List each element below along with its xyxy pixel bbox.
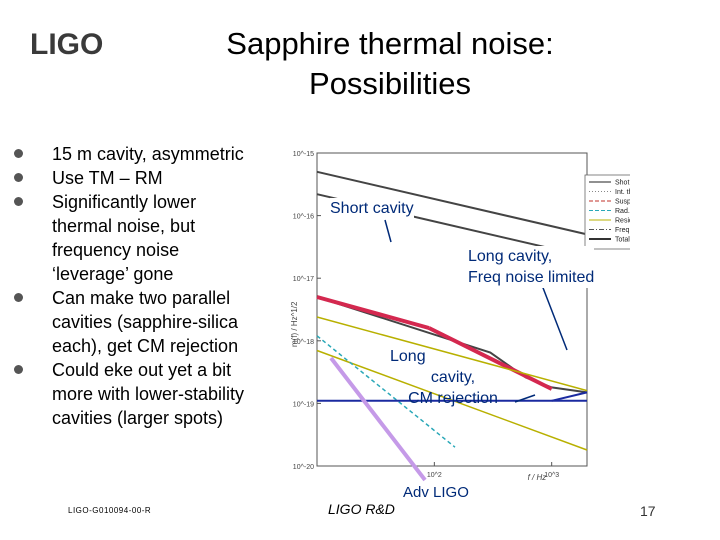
legend-label: Int. thermal <box>615 189 630 196</box>
annotation-line: CM rejection <box>408 390 498 407</box>
annotation-line: Long cavity, <box>468 248 553 265</box>
title-line-1: Sapphire thermal noise: <box>226 26 554 61</box>
pointer-adv-ligo <box>329 356 427 482</box>
series-line <box>428 326 553 391</box>
bullet-list: 15 m cavity, asymmetric Use TM – RM Signif… <box>12 142 282 430</box>
y-tick-label: 10^-18 <box>293 339 314 346</box>
legend-box <box>584 174 630 250</box>
y-tick-label: 10^-15 <box>293 151 314 158</box>
bullet-item: Could eke out yet a bit more with lower-s… <box>12 358 282 430</box>
title-line-2: Possibilities <box>309 66 471 101</box>
legend-label: Residual Gas <box>615 218 630 225</box>
bullet-dot-icon <box>14 173 23 182</box>
legend-label: Freq.7.2e-4 10Hz <box>615 227 630 234</box>
y-tick-label: 10^-17 <box>293 276 314 283</box>
bullet-text-line: cavities (larger spots) <box>52 408 224 428</box>
bullet-dot-icon <box>14 365 23 374</box>
pointer-long-cavity-cm <box>514 394 536 403</box>
bullet-dot-icon <box>14 149 23 158</box>
bullet-item: Use TM – RM <box>12 166 282 190</box>
legend-label: Shot noise <box>615 180 630 187</box>
footer-center: LIGO R&D <box>328 501 395 517</box>
pointer-short-cavity <box>384 219 392 243</box>
bullet-dot-icon <box>14 293 23 302</box>
bullet-text-line: more with lower-stability <box>52 384 245 404</box>
y-tick-label: 10^-16 <box>293 214 314 221</box>
svg-text:LIGO: LIGO <box>30 28 103 60</box>
annotation-line: cavity, <box>430 369 476 386</box>
document-id: LIGO-G010094-00-R <box>68 506 152 515</box>
bullet-text-line: Significantly lower <box>52 192 197 212</box>
bullet-text-line: thermal noise, but <box>52 216 196 236</box>
y-tick-label: 10^-20 <box>293 464 314 471</box>
y-axis-label: m(f) / Hz^1/2 <box>290 301 299 347</box>
annotation-short-cavity: Short cavity <box>330 198 414 219</box>
bullet-text-line: each), get CM rejection <box>52 336 239 356</box>
series-line <box>316 170 588 236</box>
x-axis-label: f / Hz <box>528 473 547 482</box>
y-tick-label: 10^-19 <box>293 401 314 408</box>
noise-spectrum-chart: 10^-15 10^-16 10^-17 10^-18 10^-19 10^-20 10^2… <box>290 151 630 482</box>
page-number: 17 <box>640 503 656 519</box>
x-tick-label: 10^2 <box>427 472 442 479</box>
bullet-text-line: Can make two parallel <box>52 288 231 308</box>
annotation-line: Long <box>390 348 426 365</box>
bullet-text-line: frequency noise <box>52 240 180 260</box>
bullet-item: Can make two parallel cavities (sapphire-… <box>12 286 282 358</box>
bullet-text-line: ‘leverage’ gone <box>52 264 174 284</box>
legend-label: Susp. thermal <box>615 199 630 206</box>
pointer-long-cavity-freq <box>539 279 568 351</box>
series-line <box>316 335 456 448</box>
series-line <box>551 391 588 402</box>
bullet-text-line: 15 m cavity, asymmetric <box>52 144 244 164</box>
bullet-text-line: Use TM – RM <box>52 168 163 188</box>
legend-label: Rad. press., 10^-9 <box>615 208 630 215</box>
series-line <box>316 295 430 330</box>
bullet-item: 15 m cavity, asymmetric <box>12 142 282 166</box>
annotation-line: Freq noise limited <box>468 269 595 286</box>
ligo-logo: LIGO <box>30 28 103 60</box>
bullet-dot-icon <box>14 197 23 206</box>
annotation-long-cavity-cm: Long cavity, CM rejection <box>388 346 518 409</box>
bullet-text-line: cavities (sapphire-silica <box>52 312 239 332</box>
annotation-adv-ligo: Adv LIGO <box>403 484 469 501</box>
bullet-item: Significantly lower thermal noise, but fre… <box>12 190 282 286</box>
series-line <box>316 316 588 392</box>
annotation-long-cavity-freq: Long cavity, Freq noise limited <box>468 246 595 288</box>
x-tick-label: 10^3 <box>544 472 559 479</box>
slide-title: Sapphire thermal noise: Possibilities <box>190 24 590 104</box>
legend-label: Total noise <box>615 237 630 244</box>
bullet-text-line: Could eke out yet a bit <box>52 360 232 380</box>
